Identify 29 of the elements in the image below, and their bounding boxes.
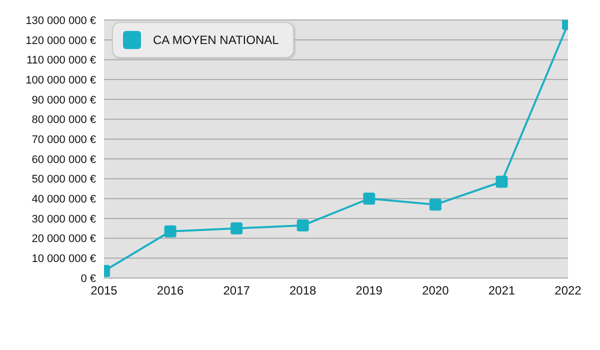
y-tick-label: 90 000 000 € — [32, 94, 96, 106]
y-tick-label: 110 000 000 € — [26, 54, 96, 67]
y-tick-label: 50 000 000 € — [32, 174, 96, 186]
x-tick-label: 2015 — [90, 284, 118, 298]
point — [230, 222, 243, 234]
y-tick-label: 10 000 000 € — [32, 253, 96, 266]
x-tick-label: 2022 — [554, 284, 582, 298]
point — [164, 225, 176, 238]
x-tick-label: 2017 — [223, 284, 250, 298]
y-tick-label: 40 000 000 € — [32, 194, 96, 206]
point — [363, 192, 376, 205]
y-tick-label: 20 000 000 € — [32, 233, 96, 246]
y-tick-label: 60 000 000 € — [32, 154, 96, 166]
y-tick-label: 100 000 000 € — [26, 74, 96, 86]
y-tick-label: 70 000 000 € — [32, 134, 96, 146]
point — [496, 176, 508, 188]
x-tick-label: 2019 — [356, 284, 383, 298]
y-tick-label: 120 000 000 € — [26, 34, 96, 47]
y-tick-label: 0 € — [80, 272, 96, 285]
point — [296, 219, 309, 232]
y-tick-label: 130 000 000 € — [26, 14, 96, 27]
point — [429, 198, 442, 211]
x-tick-label: 2021 — [488, 284, 516, 298]
legend-label: CA MOYEN NATIONAL — [153, 33, 279, 47]
x-tick-label: 2018 — [290, 284, 317, 298]
y-tick-label: 80 000 000 € — [32, 114, 96, 126]
y-tick-label: 30 000 000 € — [32, 213, 96, 226]
x-tick-label: 2016 — [156, 284, 184, 298]
x-tick-label: 2020 — [422, 284, 450, 298]
